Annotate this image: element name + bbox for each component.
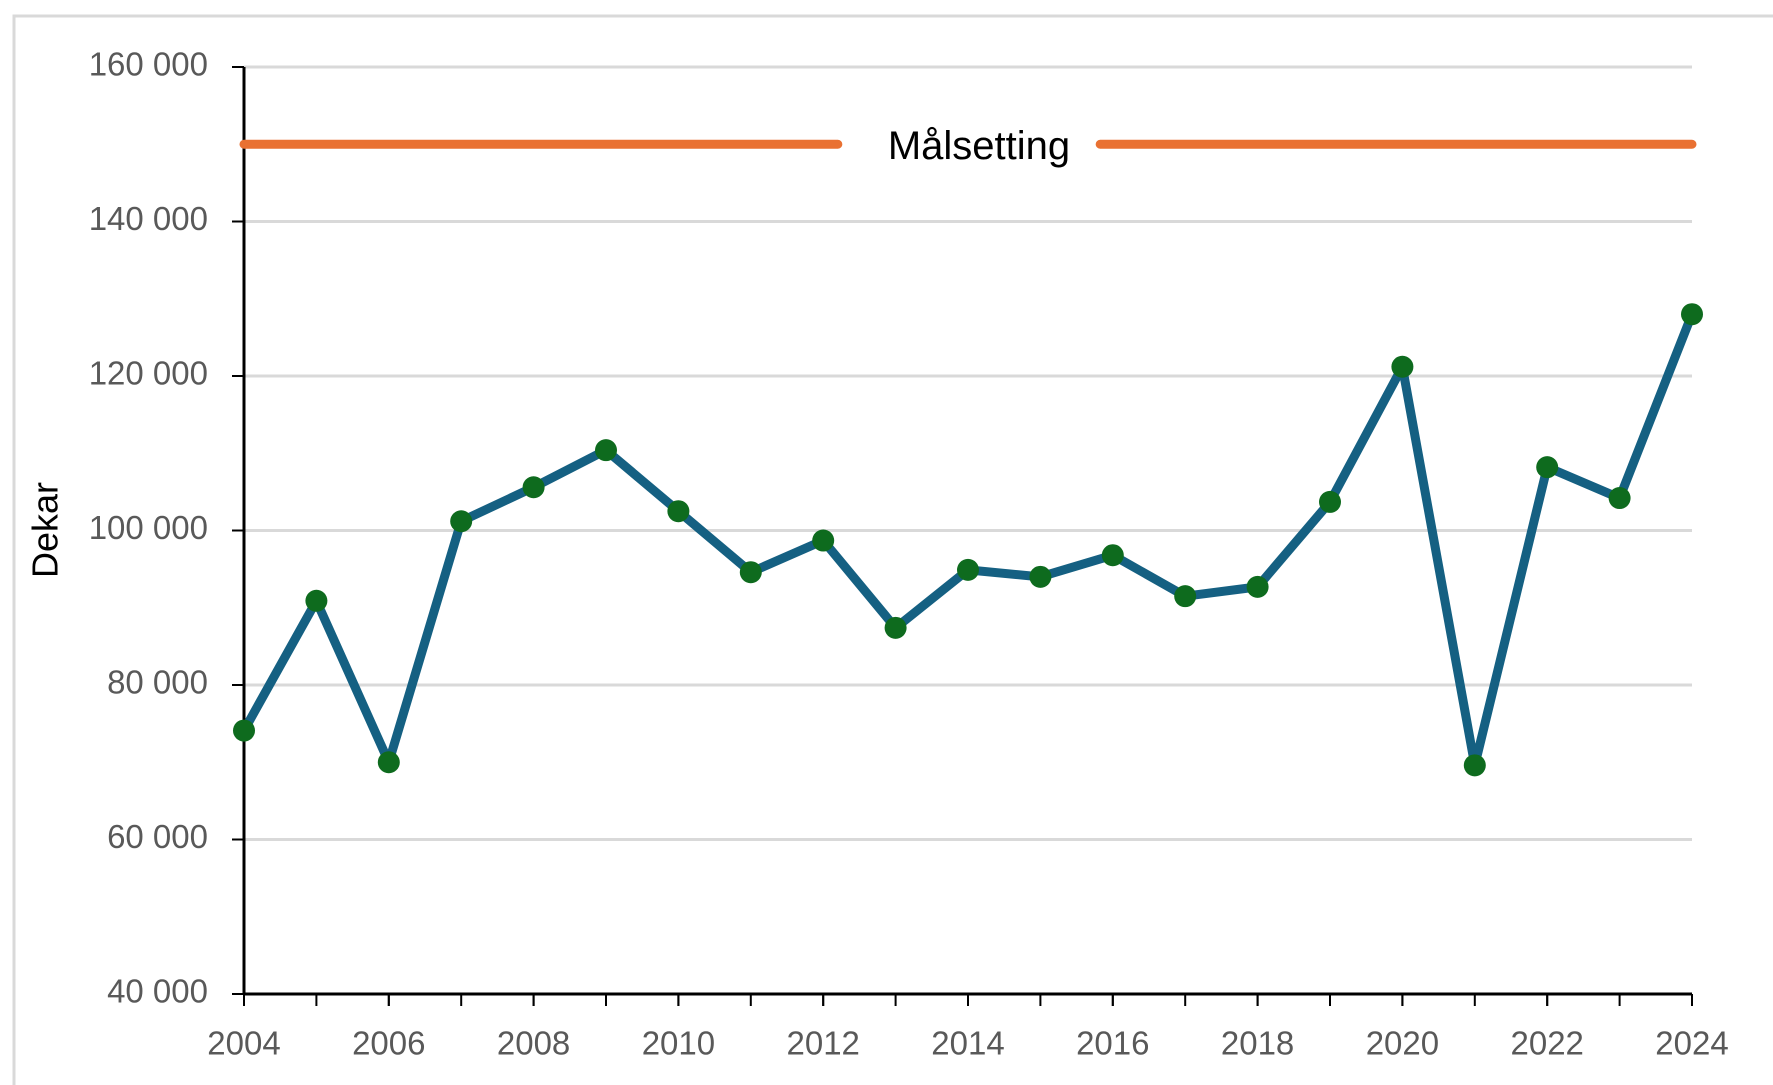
x-tick-label: 2004 [207, 1025, 280, 1062]
data-point [1319, 490, 1341, 513]
y-axis-label: Dekar [25, 482, 66, 578]
data-point [1463, 754, 1486, 777]
data-point [595, 439, 617, 462]
x-tick-label: 2018 [1221, 1025, 1294, 1062]
data-point [1391, 355, 1414, 378]
data-point [1608, 487, 1631, 510]
data-point [1029, 565, 1052, 588]
data-point [1246, 575, 1269, 598]
x-tick-label: 2006 [352, 1025, 425, 1062]
y-tick-label: 40 000 [107, 973, 208, 1010]
data-point [1101, 544, 1124, 567]
data-point [812, 529, 835, 552]
x-tick-label: 2012 [786, 1025, 859, 1062]
data-point [739, 561, 762, 584]
y-tick-label: 140 000 [89, 200, 208, 237]
x-tick-label: 2014 [931, 1025, 1004, 1062]
y-tick-label: 60 000 [107, 818, 208, 855]
data-point [1536, 456, 1559, 479]
data-point [522, 476, 545, 499]
x-tick-label: 2020 [1366, 1025, 1439, 1062]
chart-frame [12, 14, 1773, 1085]
data-point [884, 616, 907, 639]
y-tick-label: 80 000 [107, 664, 208, 701]
x-tick-label: 2016 [1076, 1025, 1149, 1062]
y-tick-label: 160 000 [89, 46, 208, 83]
x-tick-label: 2022 [1510, 1025, 1583, 1062]
target-label: Målsetting [888, 124, 1070, 168]
data-point [377, 751, 400, 774]
data-point [1681, 303, 1703, 326]
y-tick-label: 100 000 [89, 509, 208, 546]
data-point [233, 719, 255, 742]
data-point [1174, 585, 1197, 608]
data-point [450, 510, 473, 533]
y-tick-label: 120 000 [89, 355, 208, 392]
x-tick-label: 2010 [642, 1025, 715, 1062]
data-point [667, 500, 690, 523]
x-tick-label: 2008 [497, 1025, 570, 1062]
data-point [957, 558, 979, 581]
x-tick-label: 2024 [1655, 1025, 1728, 1062]
data-point [305, 589, 328, 612]
